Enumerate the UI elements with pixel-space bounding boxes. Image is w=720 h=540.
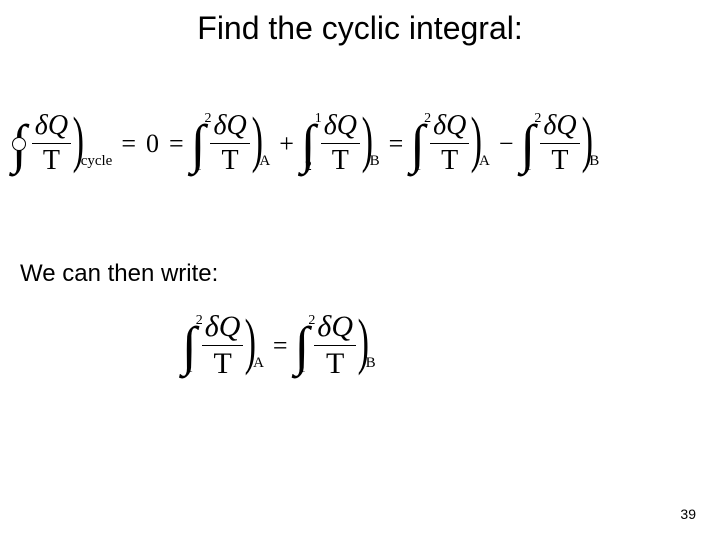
int-lower-limit: 1 xyxy=(195,159,202,175)
int-upper-limit: 2 xyxy=(424,111,431,127)
int-lower-limit: 1 xyxy=(186,361,193,377)
slide: Find the cyclic integral: ∫ δQ T ) cycle… xyxy=(0,0,720,540)
body-text: We can then write: xyxy=(20,260,218,288)
fraction-denominator: T xyxy=(430,143,469,177)
int-symbol: ∫ 2 1 xyxy=(521,117,536,171)
zero-value: 0 xyxy=(146,129,159,159)
minus-sign: − xyxy=(499,129,514,159)
fraction-numerator: δQ xyxy=(314,310,356,345)
int-symbol: ∫ 2 1 xyxy=(410,117,425,171)
subscript-path-b: B xyxy=(366,355,376,372)
oint-circle xyxy=(12,137,26,151)
subscript-path-a: A xyxy=(479,153,490,170)
fraction-numerator: δQ xyxy=(430,110,469,143)
subscript-path-b: B xyxy=(370,153,380,170)
subscript-path-a: A xyxy=(259,153,270,170)
int-symbol: ∫ 2 1 xyxy=(295,319,310,373)
subscript-path-a: A xyxy=(253,355,264,372)
int-lower-limit: 1 xyxy=(414,159,421,175)
int-upper-limit: 1 xyxy=(315,111,322,127)
fraction-denominator: T xyxy=(321,143,360,177)
equation-path-equality: ∫ 2 1 δQ T ) A = ∫ 2 1 δQ T ) B xyxy=(180,310,380,381)
fraction-denominator: T xyxy=(32,143,71,177)
int-lower-limit: 2 xyxy=(305,159,312,175)
fraction-dq-over-t: δQ T xyxy=(314,310,356,381)
equals-sign: = xyxy=(121,129,136,159)
int-upper-limit: 2 xyxy=(534,111,541,127)
plus-sign: + xyxy=(279,129,294,159)
int-upper-limit: 2 xyxy=(196,313,203,329)
equals-sign: = xyxy=(169,129,184,159)
oint-symbol: ∫ xyxy=(12,117,27,171)
fraction-dq-over-t: δQ T xyxy=(202,310,244,381)
fraction-dq-over-t: δQ T xyxy=(540,110,579,177)
equals-sign: = xyxy=(273,331,288,361)
fraction-numerator: δQ xyxy=(202,310,244,345)
slide-title: Find the cyclic integral: xyxy=(0,10,720,47)
int-upper-limit: 2 xyxy=(308,313,315,329)
fraction-dq-over-t: δQ T xyxy=(430,110,469,177)
page-number: 39 xyxy=(680,506,696,522)
fraction-numerator: δQ xyxy=(32,110,71,143)
fraction-denominator: T xyxy=(210,143,249,177)
subscript-cycle: cycle xyxy=(81,153,113,170)
int-lower-limit: 1 xyxy=(299,361,306,377)
int-lower-limit: 1 xyxy=(525,159,532,175)
equals-sign: = xyxy=(389,129,404,159)
int-symbol: ∫ 1 2 xyxy=(301,117,316,171)
int-symbol: ∫ 2 1 xyxy=(182,319,197,373)
fraction-denominator: T xyxy=(540,143,579,177)
fraction-dq-over-t: δQ T xyxy=(210,110,249,177)
fraction-dq-over-t: δQ T xyxy=(32,110,71,177)
int-symbol: ∫ 2 1 xyxy=(191,117,206,171)
fraction-numerator: δQ xyxy=(210,110,249,143)
fraction-denominator: T xyxy=(314,345,356,381)
fraction-numerator: δQ xyxy=(540,110,579,143)
equation-cyclic-integral: ∫ δQ T ) cycle = 0 = ∫ 2 1 δQ T ) A xyxy=(10,110,710,177)
fraction-dq-over-t: δQ T xyxy=(321,110,360,177)
int-upper-limit: 2 xyxy=(204,111,211,127)
fraction-numerator: δQ xyxy=(321,110,360,143)
subscript-path-b: B xyxy=(589,153,599,170)
fraction-denominator: T xyxy=(202,345,244,381)
